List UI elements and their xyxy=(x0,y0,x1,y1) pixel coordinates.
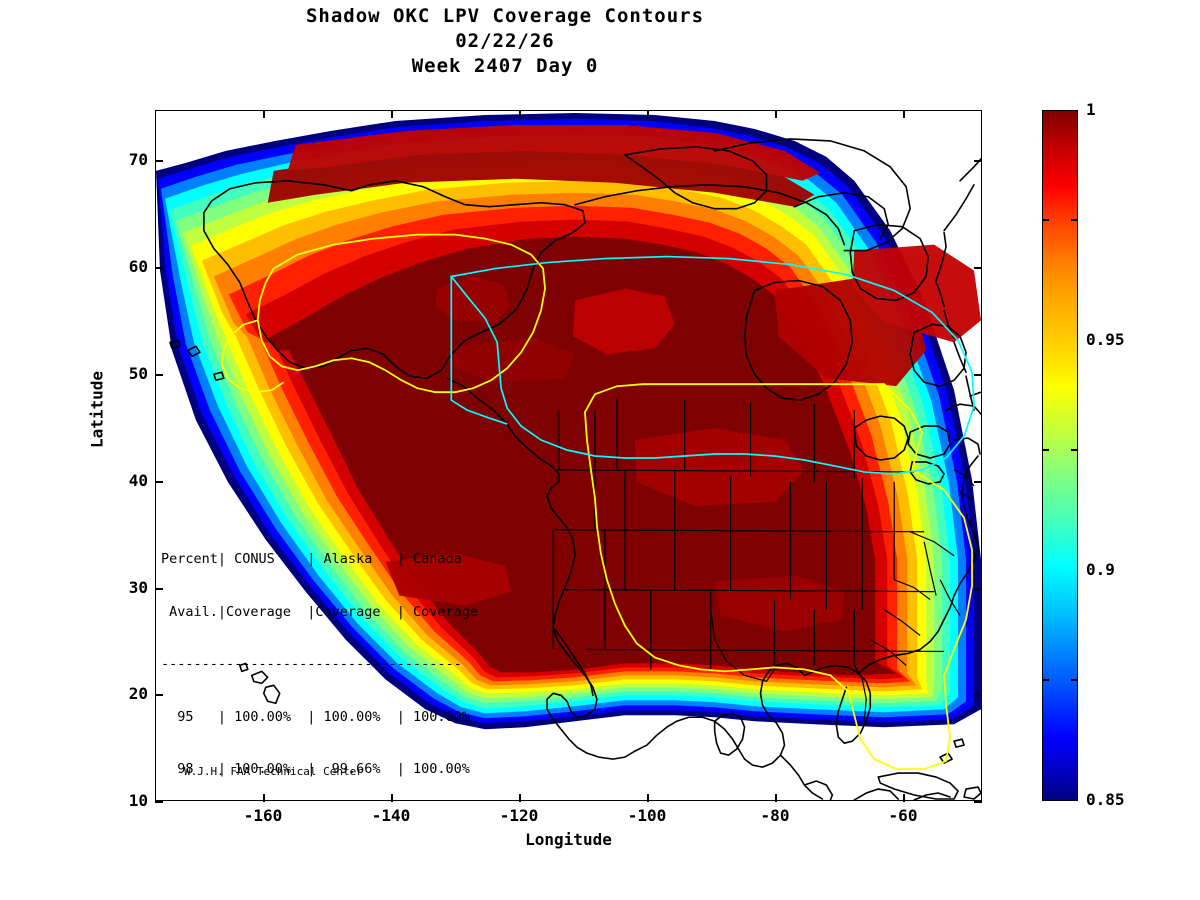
colorbar-tick-label: 0.9 xyxy=(1086,560,1115,579)
state-borders xyxy=(552,398,975,722)
x-tick-label: -60 xyxy=(888,806,918,825)
x-tick-label: -100 xyxy=(627,806,667,825)
canada-region-boundary xyxy=(449,255,975,475)
coverage-map-svg xyxy=(156,112,981,800)
x-tick-label: -120 xyxy=(499,806,539,825)
x-tick-label: -80 xyxy=(760,806,790,825)
interior-variation-patches xyxy=(267,124,981,632)
y-tick-label: 50 xyxy=(128,364,148,383)
y-tick-label: 40 xyxy=(128,471,148,490)
y-tick-label: 20 xyxy=(128,684,148,703)
colorbar: 1 0.95 0.9 0.85 xyxy=(1042,100,1125,809)
coastlines xyxy=(169,138,981,800)
y-tick-label: 10 xyxy=(128,791,148,810)
colorbar-tick-label: 0.95 xyxy=(1086,330,1125,349)
title-line-1: Shadow OKC LPV Coverage Contours xyxy=(305,5,705,27)
y-axis-title: Latitude xyxy=(87,370,107,449)
table-divider: ------------------------------------- xyxy=(161,656,462,672)
map-plot-area: Percent| CONUS | Alaska | Canada Avail.|… xyxy=(155,110,982,801)
title-line-2: 02/22/26 xyxy=(455,30,555,52)
y-tick-label: 30 xyxy=(128,578,148,597)
table-header-2: Avail.|Coverage |Coverage | Coverage xyxy=(161,603,478,620)
x-axis-title: Longitude xyxy=(525,830,612,849)
y-tick-label: 60 xyxy=(128,257,148,276)
colorbar-tick-label: 0.85 xyxy=(1086,790,1125,809)
table-header-1: Percent| CONUS | Alaska | Canada xyxy=(161,551,462,567)
credit-text: W.J.H. FAA Technical Center WAAS Test Te… xyxy=(184,737,363,800)
table-row: 98 | 100.00% | 99.66% | 100.00% xyxy=(161,761,470,777)
conus-region-boundary xyxy=(584,383,973,770)
colorbar-tick-label: 1 xyxy=(1086,100,1096,119)
table-row: 95 | 100.00% | 100.00% | 100.00% xyxy=(161,708,470,725)
coverage-statistics-table: Percent| CONUS | Alaska | Canada Avail.|… xyxy=(161,516,478,800)
colorbar-gradient xyxy=(1042,110,1078,801)
x-tick-label: -140 xyxy=(371,806,411,825)
alaska-region-boundary xyxy=(220,233,546,394)
credit-line-1: W.J.H. FAA Technical Center xyxy=(184,765,363,778)
figure-title: Shadow OKC LPV Coverage Contours 02/22/2… xyxy=(0,4,1010,79)
title-line-3: Week 2407 Day 0 xyxy=(411,55,599,77)
x-tick-label: -160 xyxy=(243,806,283,825)
y-tick-label: 70 xyxy=(128,150,148,169)
